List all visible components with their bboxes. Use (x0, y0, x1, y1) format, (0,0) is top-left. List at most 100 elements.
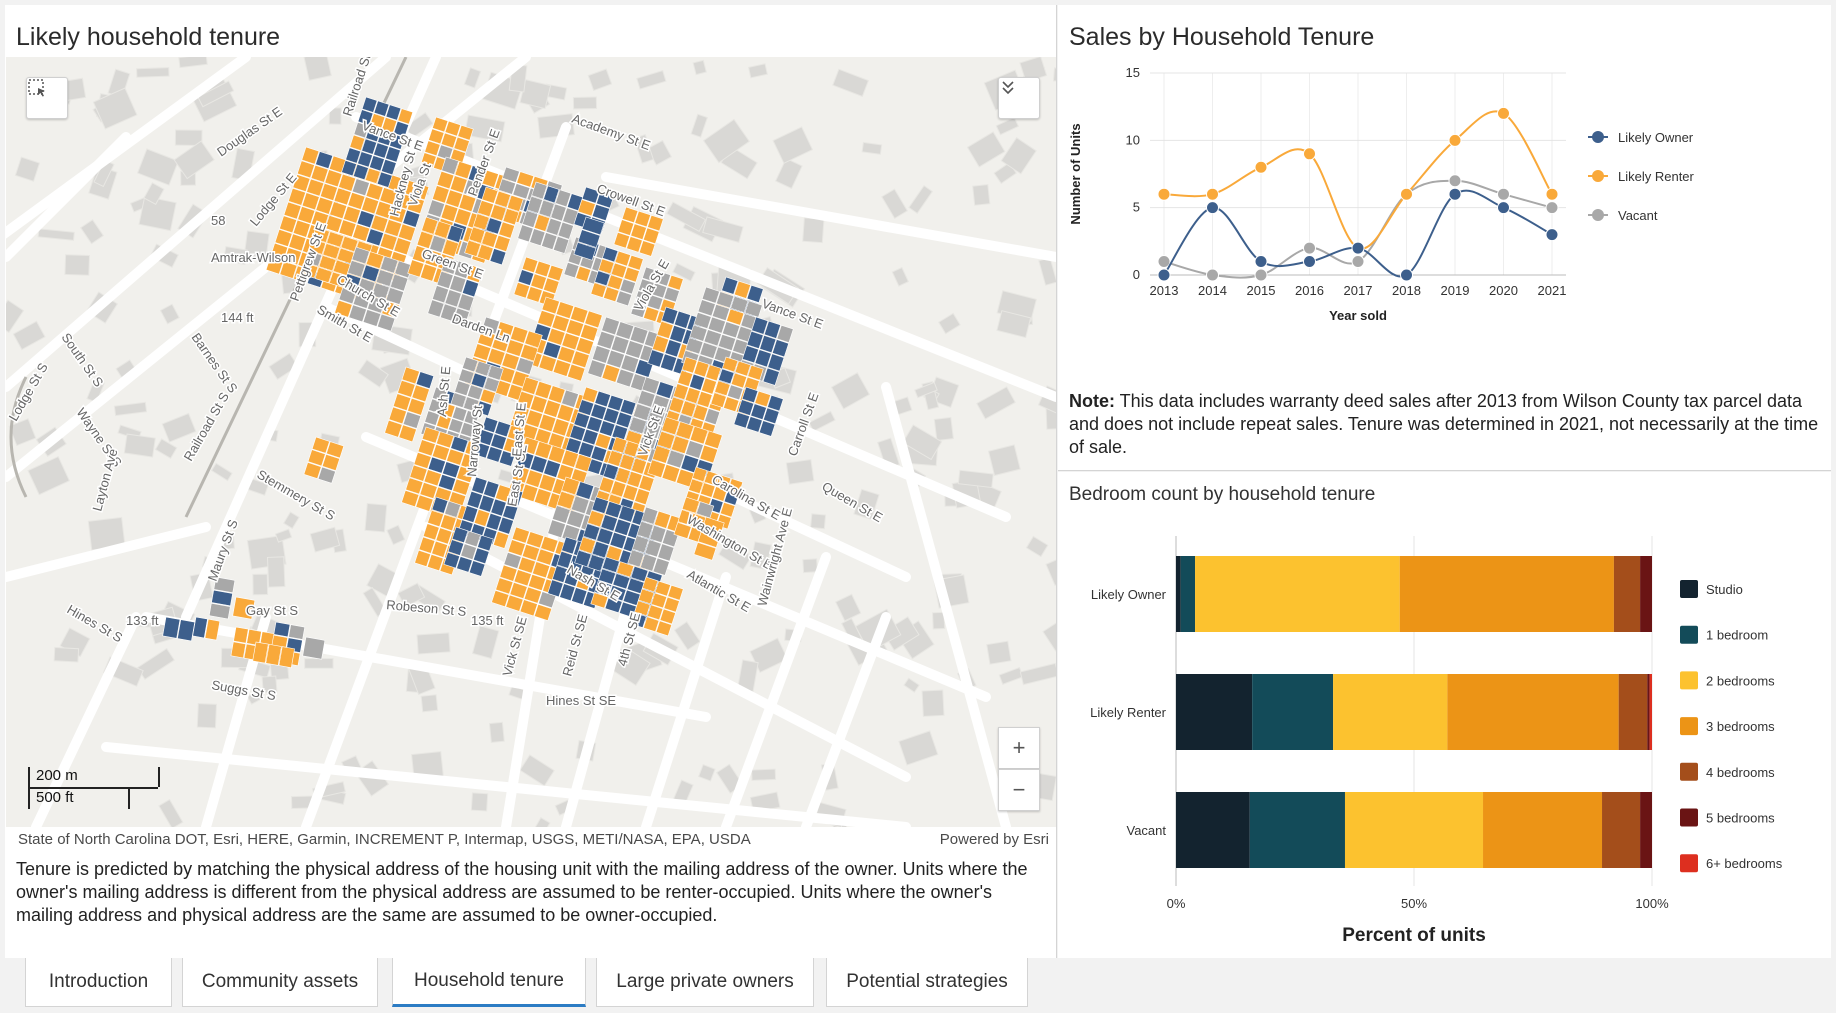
x-tick-label: 2021 (1538, 283, 1567, 298)
parcel (602, 556, 620, 573)
zoom-in-button[interactable]: + (998, 727, 1040, 769)
parcel (472, 547, 490, 565)
parcel (297, 206, 316, 224)
powered-by-esri[interactable]: Powered by Esri (939, 831, 1049, 848)
parcel (759, 335, 777, 354)
tab-community-assets[interactable]: Community assets (182, 958, 378, 1007)
parcel (515, 357, 535, 375)
parcel-group (401, 426, 483, 521)
parcel (384, 419, 403, 438)
tab-potential-strategies[interactable]: Potential strategies (826, 958, 1028, 1007)
building (830, 372, 871, 410)
parcel (431, 285, 450, 304)
parcel (754, 349, 772, 368)
parcel (719, 501, 736, 518)
building (6, 299, 25, 334)
parcel (361, 138, 378, 155)
parcel (450, 435, 469, 453)
tab-introduction[interactable]: Introduction (25, 958, 172, 1007)
category-label: Likely Owner (1091, 587, 1167, 602)
parcel (587, 509, 605, 528)
parcel (431, 185, 450, 204)
parcel (288, 624, 306, 640)
building (785, 458, 815, 485)
parcel (771, 339, 790, 358)
parcel (594, 270, 611, 287)
building (902, 424, 943, 461)
parcel (468, 226, 486, 244)
parcel (696, 390, 713, 408)
parcel (591, 345, 611, 364)
parcel (454, 160, 473, 180)
tenure-map[interactable]: Railroad St Vance St E Academy St E Douglas… (6, 57, 1056, 827)
street-label: Ash St E (434, 365, 453, 417)
parcel (651, 335, 670, 354)
parcel (524, 330, 543, 349)
parcel (750, 403, 767, 420)
parcel-group (573, 216, 605, 261)
tab-large-private-owners[interactable]: Large private owners (596, 958, 814, 1007)
building (636, 69, 667, 90)
parcel (521, 376, 539, 395)
tab-household-tenure[interactable]: Household tenure (392, 958, 586, 1007)
parcel (668, 396, 685, 414)
select-region-button[interactable] (26, 77, 68, 119)
parcel-group (733, 386, 784, 437)
parcel (734, 360, 751, 377)
bar-segment (1195, 556, 1400, 632)
parcel (655, 620, 673, 637)
parcel (627, 254, 644, 271)
parcel (279, 215, 298, 234)
street-label: Layton Ave (89, 447, 120, 513)
building (531, 817, 551, 827)
building (357, 359, 389, 388)
parcel (338, 173, 357, 192)
parcel (439, 514, 457, 532)
parcel (356, 210, 375, 229)
building (808, 410, 836, 432)
parcel (362, 309, 382, 327)
parcel (723, 396, 740, 413)
building (1042, 611, 1056, 652)
parcel (677, 369, 694, 387)
legend-label: 3 bedrooms (1706, 719, 1775, 734)
building (222, 245, 248, 266)
parcel (638, 240, 656, 257)
bar-segment (1640, 792, 1652, 868)
parcel (651, 445, 671, 464)
parcel (495, 484, 512, 503)
parcel (481, 186, 499, 204)
parcel-group (303, 436, 345, 484)
parcel (634, 488, 651, 506)
parcel (705, 364, 722, 382)
parcel (365, 228, 384, 247)
building (404, 111, 434, 139)
x-tick-label: 2019 (1441, 283, 1470, 298)
parcel (365, 251, 385, 269)
parcel (641, 376, 660, 395)
x-axis-title: Percent of units (1342, 925, 1486, 946)
parcel-group (590, 246, 644, 307)
parcel (370, 214, 389, 233)
parcel (421, 426, 440, 444)
parcel (563, 569, 581, 587)
parcel (315, 196, 334, 215)
collapse-button[interactable] (998, 77, 1040, 119)
parcel (311, 210, 329, 229)
legend-item: 2 bedrooms (1680, 671, 1775, 690)
parcel (444, 289, 462, 308)
building (572, 96, 598, 110)
parcel (487, 364, 504, 381)
parcel (638, 588, 655, 605)
data-point (1497, 201, 1510, 215)
parcel (570, 495, 590, 515)
parcel (427, 456, 446, 474)
parcel (367, 295, 386, 314)
x-tick-label: 50% (1401, 896, 1427, 911)
zoom-out-button[interactable]: − (998, 769, 1040, 811)
sales-note: Note: This data includes warranty deed s… (1069, 390, 1821, 459)
parcel (611, 436, 628, 454)
x-tick-label: 2018 (1392, 283, 1421, 298)
building (416, 632, 451, 655)
